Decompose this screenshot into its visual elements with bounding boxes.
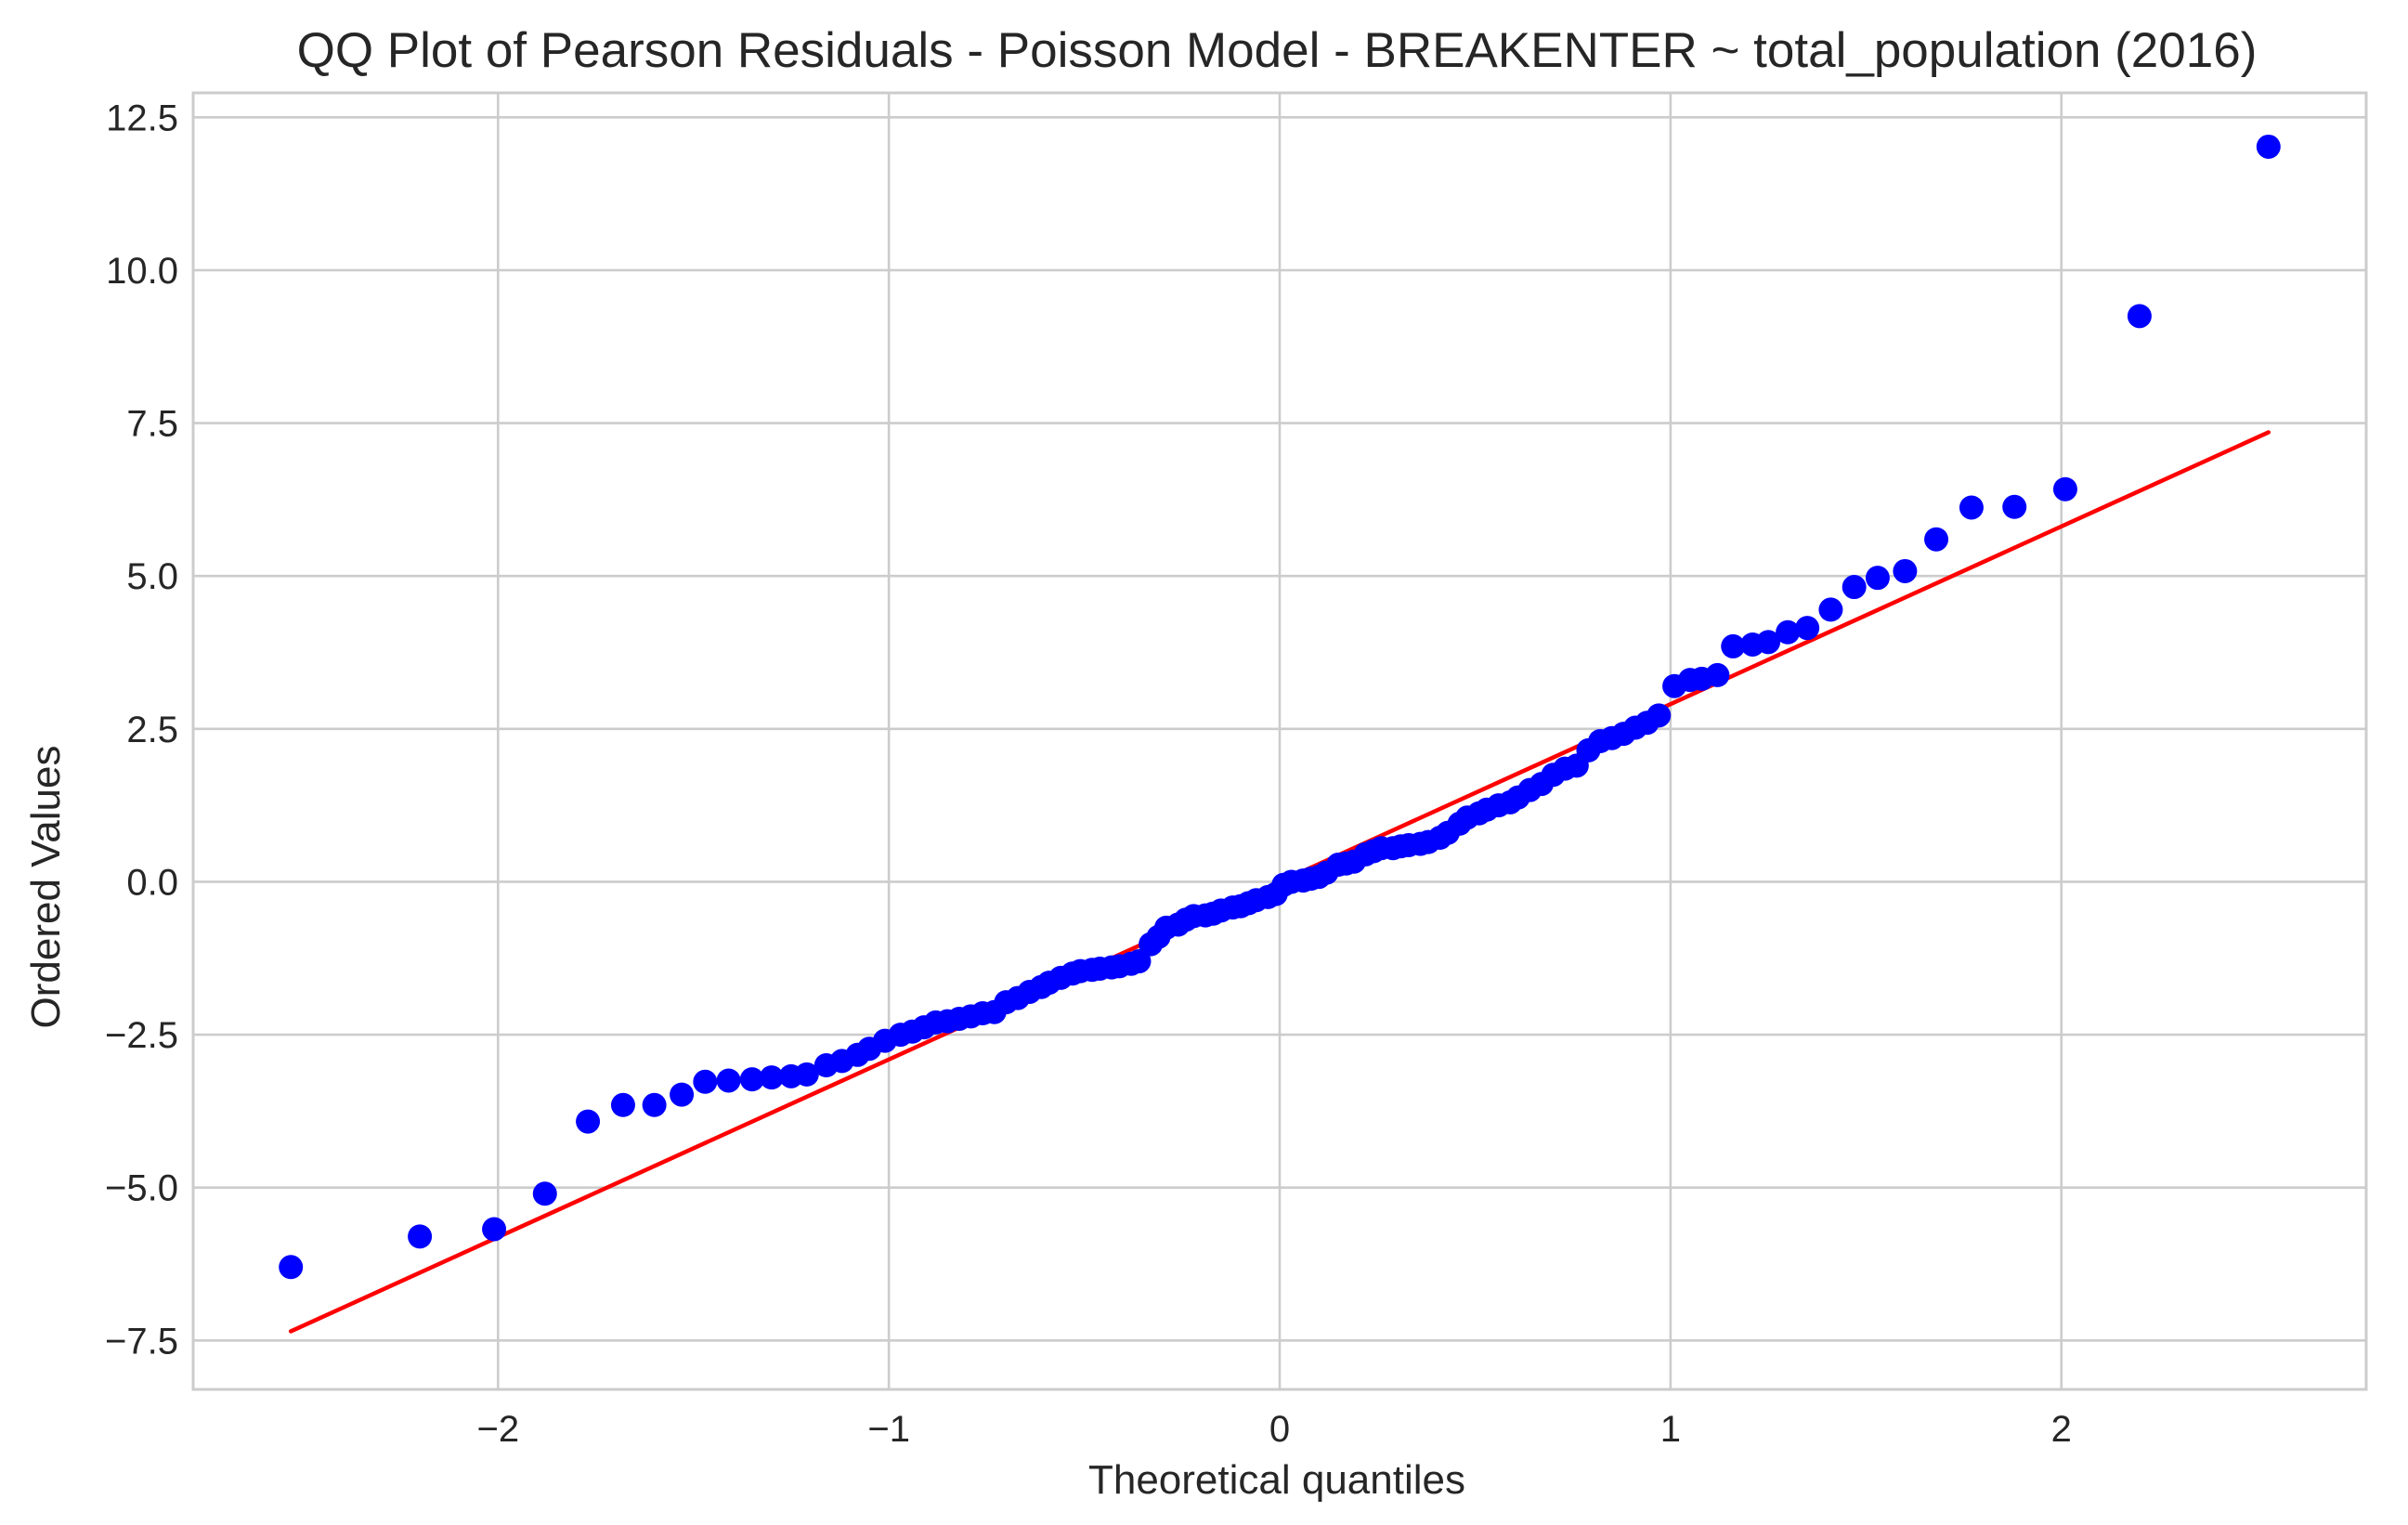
y-tick-label: 12.5 xyxy=(106,98,178,138)
data-point xyxy=(794,1062,819,1087)
y-tick-label: 10.0 xyxy=(106,251,178,292)
data-point xyxy=(1818,597,1843,622)
x-tick-label: 0 xyxy=(1269,1409,1290,1450)
data-point xyxy=(1893,558,1918,583)
data-point xyxy=(2052,476,2077,502)
data-point xyxy=(693,1069,718,1094)
x-tick-label: 1 xyxy=(1660,1409,1681,1450)
data-point xyxy=(532,1181,557,1206)
data-point xyxy=(716,1068,741,1093)
data-point xyxy=(1924,527,1949,552)
data-point xyxy=(2127,304,2152,329)
points-layer xyxy=(279,134,2281,1280)
y-tick-label: 7.5 xyxy=(126,404,178,445)
chart-title: QQ Plot of Pearson Residuals - Poisson M… xyxy=(297,23,2258,78)
data-point xyxy=(1959,495,1984,520)
data-point xyxy=(1865,566,1890,591)
data-point xyxy=(1776,619,1801,645)
y-tick-label: −7.5 xyxy=(105,1321,178,1362)
data-point xyxy=(1721,633,1746,658)
y-tick-label: −2.5 xyxy=(105,1015,178,1056)
y-tick-labels: −7.5 −5.0 −2.5 0.0 2.5 5.0 7.5 10.0 12.5 xyxy=(105,98,178,1362)
data-point xyxy=(642,1092,667,1117)
data-point xyxy=(1756,630,1781,655)
data-point xyxy=(576,1109,601,1134)
x-tick-label: 2 xyxy=(2051,1409,2072,1450)
x-tick-label: −2 xyxy=(476,1409,519,1450)
data-point xyxy=(1842,575,1867,600)
y-tick-label: −5.0 xyxy=(105,1168,178,1209)
data-point xyxy=(2002,494,2027,519)
data-point xyxy=(670,1082,695,1107)
data-point xyxy=(739,1067,764,1092)
y-axis-label: Ordered Values xyxy=(23,746,69,1029)
x-tick-labels: −2 −1 0 1 2 xyxy=(476,1409,2071,1450)
data-point xyxy=(759,1065,784,1090)
x-tick-label: −1 xyxy=(867,1409,910,1450)
y-tick-label: 5.0 xyxy=(126,556,178,597)
x-axis-label: Theoretical quantiles xyxy=(1088,1457,1465,1503)
y-tick-label: 2.5 xyxy=(126,710,178,750)
plot-frame xyxy=(191,91,2368,1391)
data-point xyxy=(1126,949,1152,974)
y-tick-label: 0.0 xyxy=(126,862,178,903)
data-point xyxy=(482,1217,507,1242)
data-point xyxy=(2256,134,2281,159)
data-point xyxy=(1795,616,1820,641)
data-point xyxy=(1705,662,1730,687)
data-point xyxy=(408,1224,433,1249)
data-point xyxy=(610,1092,635,1117)
grid-layer xyxy=(193,93,2366,1389)
data-point xyxy=(279,1255,304,1280)
data-point xyxy=(1647,703,1672,728)
